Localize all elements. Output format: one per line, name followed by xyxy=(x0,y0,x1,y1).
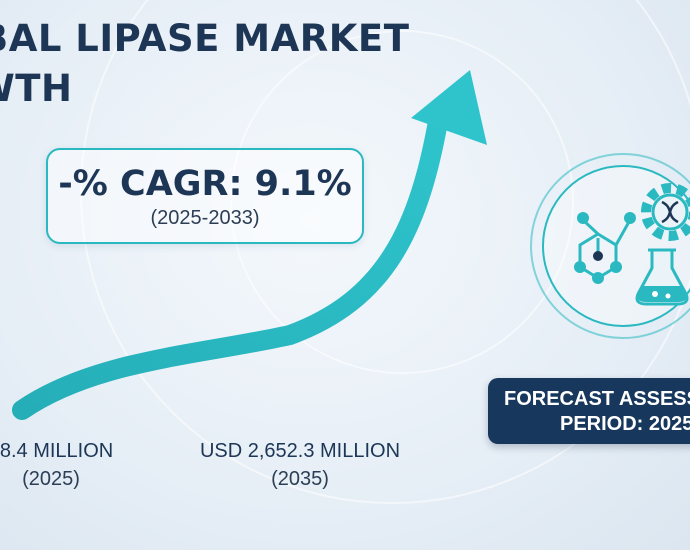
start-value: 28.4 MILLION xyxy=(0,440,114,462)
background-ring-small xyxy=(230,30,574,374)
forecast-line-1: FORECAST ASSESS xyxy=(504,388,690,410)
cagr-value: -% CAGR: 9.1% xyxy=(58,164,352,204)
page-title: BAL LIPASE MARKET WTH xyxy=(0,14,409,114)
forecast-badge: FORECAST ASSESS PERIOD: 2025-3 xyxy=(488,378,690,444)
start-value-stat: 28.4 MILLION (2025) xyxy=(0,437,146,493)
growth-curve xyxy=(12,100,450,420)
cagr-box: -% CAGR: 9.1% (2025-2033) xyxy=(46,148,364,244)
forecast-line-2: PERIOD: 2025-3 xyxy=(560,413,690,435)
cagr-period: (2025-2033) xyxy=(150,207,260,229)
title-line-1: BAL LIPASE MARKET xyxy=(0,17,410,60)
dna-icon xyxy=(661,200,679,224)
start-year: (2025) xyxy=(22,468,80,490)
end-value-stat: USD 2,652.3 MILLION (2035) xyxy=(190,437,410,493)
end-year: (2035) xyxy=(271,468,329,490)
title-line-2: WTH xyxy=(0,67,73,110)
biotech-icon-circle xyxy=(530,153,690,339)
flask-icon xyxy=(635,248,689,306)
arrow-head xyxy=(411,70,487,145)
end-value: USD 2,652.3 MILLION xyxy=(199,440,401,462)
